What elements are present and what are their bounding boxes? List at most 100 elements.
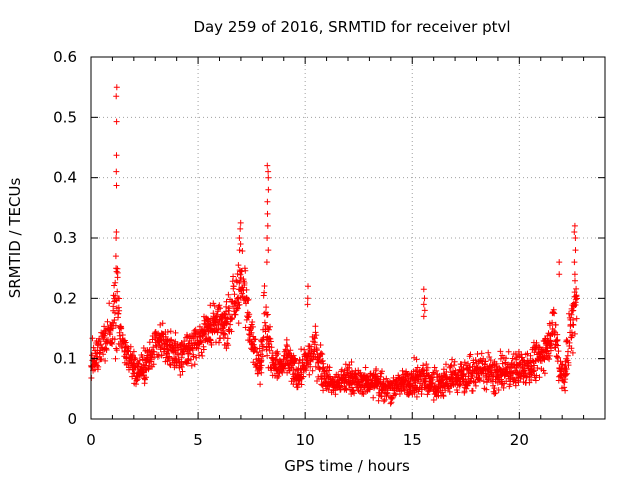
data-point: [574, 295, 580, 302]
data-point: [342, 361, 349, 368]
data-point: [565, 348, 571, 355]
data-point: [554, 353, 560, 360]
data-point: [373, 366, 380, 372]
data-point: [224, 335, 231, 342]
data-point: [118, 325, 125, 332]
data-point: [190, 353, 197, 360]
data-point: [442, 387, 449, 394]
data-point: [309, 367, 316, 374]
data-point: [229, 315, 236, 321]
data-point: [491, 390, 498, 397]
data-point: [130, 348, 137, 355]
data-point: [113, 84, 120, 91]
data-point: [267, 335, 274, 342]
data-point: [507, 381, 514, 388]
data-point: [239, 290, 245, 297]
data-point: [275, 373, 282, 380]
data-point: [431, 364, 438, 371]
data-point: [456, 381, 463, 388]
data-point: [573, 285, 580, 292]
data-point: [237, 219, 244, 226]
data-point: [111, 317, 118, 323]
data-point: [461, 359, 468, 366]
y-axis-label: SRMTID / TECUs: [6, 178, 24, 299]
data-point: [222, 331, 229, 338]
data-point: [467, 351, 474, 358]
data-point: [113, 229, 120, 235]
data-point: [298, 346, 305, 353]
data-point: [474, 364, 481, 371]
data-point: [568, 311, 575, 318]
data-point: [314, 378, 320, 384]
data-point: [263, 259, 270, 266]
data-point: [500, 384, 507, 391]
data-point: [113, 93, 120, 100]
data-point: [172, 329, 179, 336]
data-point: [530, 368, 537, 375]
data-point: [164, 329, 171, 335]
x-tick-label: 10: [296, 431, 315, 449]
data-point: [90, 344, 97, 351]
data-point: [433, 367, 440, 374]
data-point: [569, 349, 576, 356]
data-point: [215, 326, 222, 333]
data-point: [227, 321, 234, 328]
chart-title: Day 259 of 2016, SRMTID for receiver ptv…: [193, 18, 510, 36]
data-point: [216, 339, 222, 346]
y-tick-label: 0.3: [53, 229, 77, 247]
x-tick-label: 20: [510, 431, 529, 449]
data-point: [570, 322, 577, 328]
data-point: [264, 352, 271, 359]
data-point: [420, 362, 427, 369]
data-point: [265, 247, 272, 254]
data-point: [132, 355, 139, 362]
data-point: [400, 384, 407, 391]
data-point: [158, 352, 165, 359]
data-point: [259, 347, 266, 354]
data-point: [101, 323, 108, 330]
data-point: [446, 388, 453, 395]
data-point: [534, 365, 541, 371]
data-point: [200, 346, 207, 353]
data-point: [381, 396, 388, 403]
data-point: [546, 352, 553, 359]
data-point: [211, 315, 217, 322]
data-point: [554, 336, 561, 343]
data-point: [480, 378, 487, 385]
data-point: [261, 319, 268, 326]
data-point: [266, 335, 273, 342]
data-point: [413, 367, 420, 374]
data-point: [487, 357, 494, 364]
data-point: [235, 320, 242, 327]
data-point: [100, 351, 107, 358]
y-tick-label: 0.5: [53, 108, 77, 126]
data-point: [536, 374, 543, 381]
data-point: [234, 305, 241, 312]
data-point: [451, 362, 458, 369]
data-point: [474, 351, 481, 357]
data-point: [133, 381, 139, 388]
data-point: [89, 352, 95, 359]
data-point: [424, 364, 431, 371]
data-point: [231, 291, 238, 298]
data-point: [116, 295, 123, 302]
data-point: [483, 379, 490, 386]
data-point: [252, 336, 259, 343]
data-point: [570, 316, 577, 323]
data-point: [112, 355, 119, 362]
data-point: [430, 369, 436, 376]
data-point: [164, 346, 171, 353]
data-point: [495, 387, 502, 393]
data-point: [290, 352, 297, 359]
data-point: [421, 307, 428, 314]
data-point: [312, 323, 319, 330]
data-point: [502, 360, 509, 367]
data-point: [221, 330, 228, 337]
data-point: [166, 361, 173, 368]
axis-ticks: 0 0.1 0.2 0.3 0.4 0.5 0.6 0 5 10 15 20: [53, 48, 605, 449]
data-point: [172, 347, 179, 354]
data-point: [223, 345, 230, 352]
data-point: [492, 390, 499, 397]
data-point: [563, 337, 570, 344]
